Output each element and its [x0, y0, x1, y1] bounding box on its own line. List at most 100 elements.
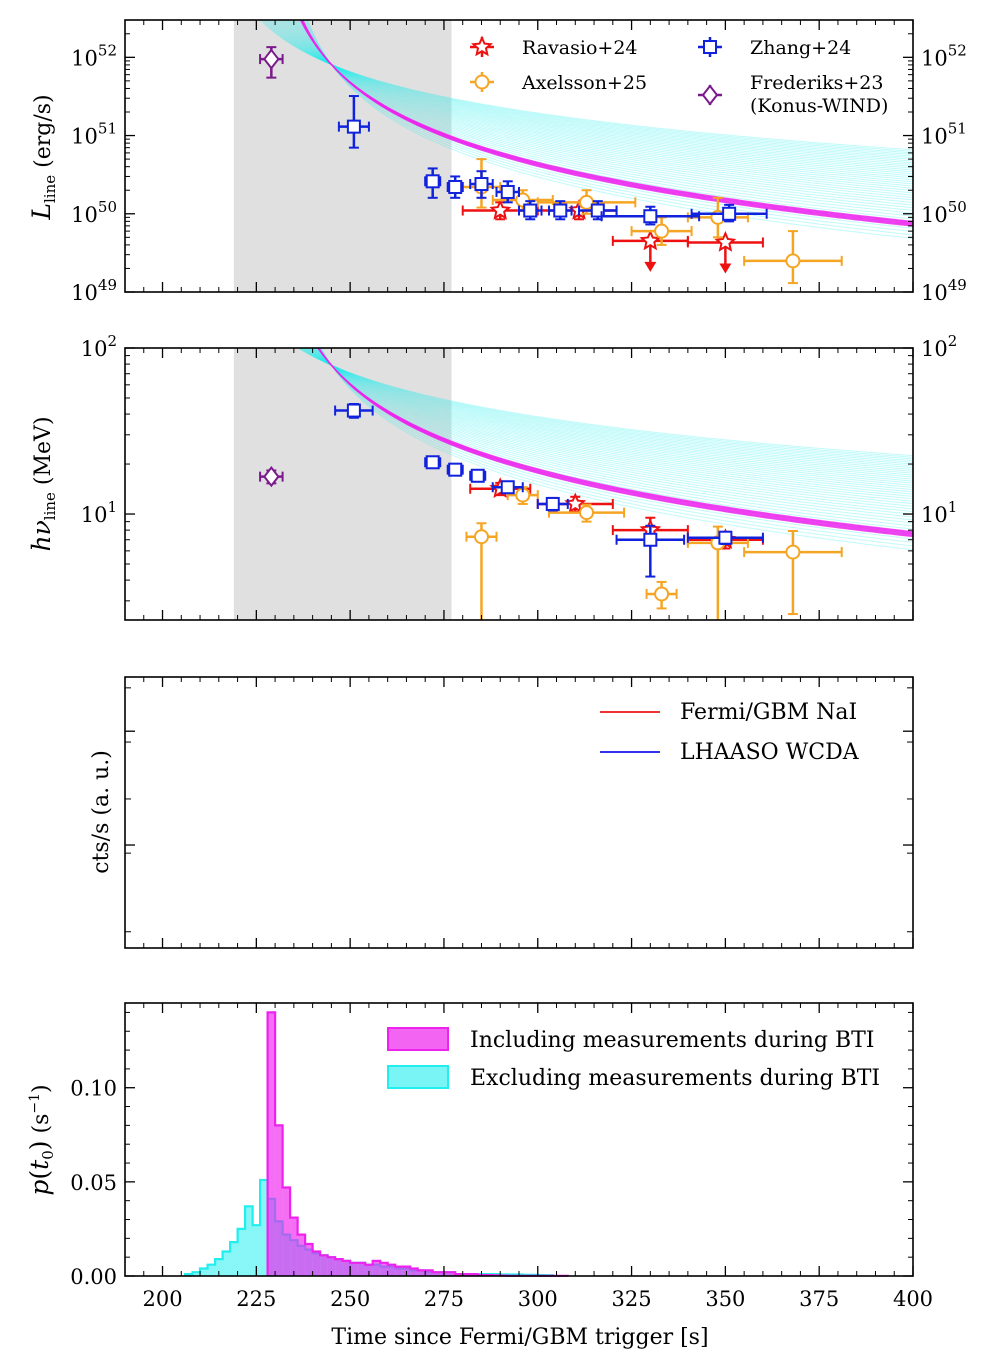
y-label-unit: (s — [29, 1114, 54, 1141]
model-curve — [317, 348, 913, 537]
model-curve — [293, 20, 913, 201]
square-marker — [553, 203, 568, 218]
model-curve — [260, 20, 913, 151]
legend-ravasio-marker — [470, 35, 494, 57]
star-marker — [489, 199, 512, 220]
y-label-arg: t — [25, 1159, 54, 1170]
model-curve — [314, 348, 913, 510]
model-curve — [291, 20, 913, 196]
hist-bin — [357, 1262, 366, 1276]
circle-marker — [785, 253, 801, 269]
model-curve — [262, 20, 913, 154]
y-tick-exponent: 49 — [948, 276, 967, 294]
legend-frederiks-label-1: Frederiks+23 — [750, 72, 883, 94]
data-point — [446, 175, 464, 199]
model-curve — [310, 348, 913, 493]
data-point — [686, 230, 764, 274]
x-tick-label: 300 — [518, 1287, 558, 1311]
data-point — [469, 468, 487, 483]
y-label-exp: −1 — [27, 1093, 43, 1114]
legend-axelsson: Axelsson+25 — [470, 72, 647, 94]
data-point — [743, 230, 843, 285]
upper-limit-head — [719, 263, 732, 274]
y-tick-base: 10 — [71, 125, 98, 149]
model-curve — [302, 20, 913, 227]
legend-ravasio-label: Ravasio+24 — [522, 37, 638, 59]
square-marker — [346, 403, 361, 418]
data-point — [536, 496, 569, 512]
data-point — [548, 503, 626, 523]
curve-group — [296, 348, 913, 551]
diamond-marker — [701, 84, 719, 106]
model-curve — [299, 348, 913, 462]
y-tick-exponent: 49 — [98, 276, 117, 294]
model-curve — [285, 20, 913, 185]
model-curve — [312, 348, 913, 502]
light-curve-panel: cts/s (a. u.) Fermi/GBM NaI LHAASO WCDA — [89, 676, 914, 949]
model-curve — [306, 20, 913, 236]
gbm-light-curve — [125, 691, 913, 946]
data-point — [536, 189, 637, 215]
square-marker — [722, 206, 737, 221]
data-point — [424, 455, 442, 470]
model-curve — [300, 348, 913, 463]
hist-bin — [305, 1243, 313, 1276]
y-tick-label: 102 — [921, 332, 957, 361]
data-point — [690, 203, 768, 223]
y-tick-label: 102 — [81, 332, 117, 361]
model-curve — [307, 348, 913, 484]
y-tick-base: 10 — [921, 203, 948, 227]
square-marker — [643, 532, 658, 547]
model-curve — [275, 20, 913, 169]
data-point — [424, 167, 442, 199]
y-label-sub: line — [41, 175, 59, 203]
model-curve — [303, 348, 913, 472]
model-curve — [274, 20, 913, 167]
legend-frederiks-marker — [698, 84, 722, 106]
star-marker — [639, 229, 662, 251]
legend-excl-swatch — [387, 1065, 449, 1089]
y-tick-label: 1050 — [921, 198, 967, 227]
square-marker — [545, 496, 560, 511]
y-tick-exponent: 2 — [948, 332, 958, 350]
y-tick-label: 1051 — [921, 120, 967, 149]
hist-bin — [425, 1270, 433, 1276]
model-curve — [284, 20, 913, 183]
data-point — [334, 402, 374, 419]
y-tick-base: 10 — [71, 203, 98, 227]
hist-bin — [260, 1179, 268, 1276]
data-point — [518, 200, 543, 221]
model-curve — [304, 20, 913, 229]
model-curve — [264, 20, 913, 155]
model-curve — [270, 20, 913, 162]
data-point — [743, 530, 843, 615]
model-curve — [265, 20, 913, 157]
y-tick-exponent: 1 — [107, 498, 117, 516]
legend-frederiks: Frederiks+23 (Konus-WIND) — [698, 72, 888, 117]
model-curve — [301, 348, 913, 467]
legend-ravasio: Ravasio+24 — [470, 35, 638, 59]
hist-bin — [275, 1125, 283, 1276]
x-tick-label: 325 — [612, 1287, 652, 1311]
model-curve — [308, 348, 913, 488]
y-label-unit: (MeV) — [31, 416, 56, 492]
hist-bin — [320, 1255, 328, 1276]
y-tick-base: 10 — [71, 281, 98, 305]
y-tick-base: 10 — [81, 337, 108, 361]
data-point — [259, 46, 284, 79]
legend-gbm-label: Fermi/GBM NaI — [680, 700, 857, 725]
model-curve — [290, 20, 913, 194]
model-curve — [320, 348, 913, 551]
hist-bin — [312, 1251, 321, 1276]
legend-incl-label: Including measurements during BTI — [470, 1028, 875, 1053]
square-marker — [500, 480, 515, 495]
hist-bin — [447, 1272, 456, 1276]
model-curve — [297, 348, 913, 458]
x-tick-label: 250 — [330, 1287, 370, 1311]
hist-bin — [350, 1262, 358, 1276]
model-curve — [320, 348, 913, 547]
model-curve — [317, 348, 913, 536]
model-curve — [305, 348, 913, 476]
